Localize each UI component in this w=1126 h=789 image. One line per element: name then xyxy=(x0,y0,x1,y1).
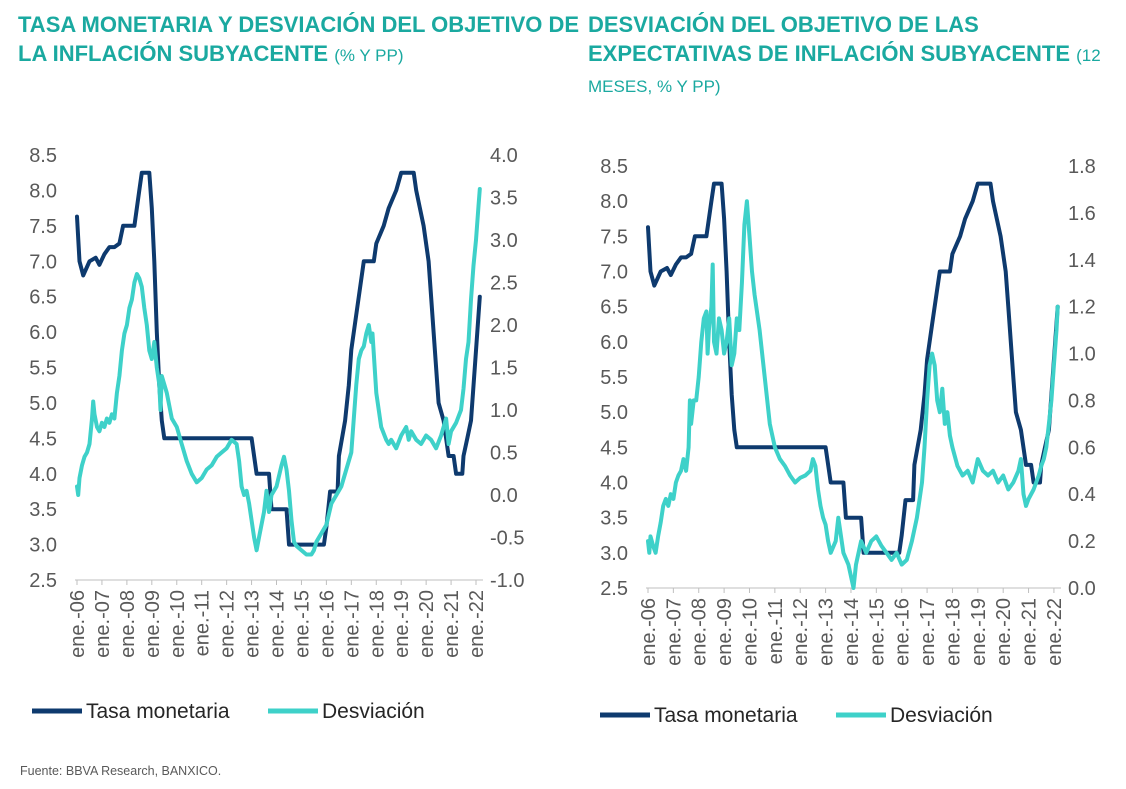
x-tick-label: ene.-16 xyxy=(892,598,914,666)
x-tick-label: ene.-20 xyxy=(993,598,1015,666)
y-left-tick-label: 5.0 xyxy=(600,402,628,424)
x-tick-label: ene.-07 xyxy=(92,590,114,658)
y-left-tick-label: 7.0 xyxy=(600,262,628,284)
chart-title-left: TASA MONETARIA Y DESVIACIÓN DEL OBJETIVO… xyxy=(18,10,588,70)
y-left-tick-label: 3.5 xyxy=(600,508,628,530)
x-tick-label: ene.-15 xyxy=(866,598,888,666)
y-right-tick-label: -1.0 xyxy=(490,570,524,592)
y-left-tick-label: 4.5 xyxy=(600,437,628,459)
x-tick-label: ene.-11 xyxy=(765,598,787,664)
y-left-tick-label: 8.5 xyxy=(600,156,628,178)
series-line-desviacion xyxy=(646,199,1060,590)
y-left-tick-label: 7.5 xyxy=(29,216,57,238)
x-tick-label: ene.-12 xyxy=(217,590,239,658)
y-left-tick-label: 4.0 xyxy=(29,464,57,486)
legend-tasa-monetaria-label: Tasa monetaria xyxy=(654,704,798,727)
x-tick-label: ene.-18 xyxy=(366,590,388,658)
y-right-tick-label: 3.0 xyxy=(490,230,518,252)
y-right-tick-label: 0.0 xyxy=(1068,578,1096,600)
x-tick-label: ene.-09 xyxy=(142,590,164,658)
y-left-tick-label: 6.5 xyxy=(600,297,628,319)
y-right-tick-label: 3.5 xyxy=(490,188,518,210)
y-right-tick-label: 1.4 xyxy=(1068,250,1096,272)
legend-desviacion-label: Desviación xyxy=(890,704,993,727)
x-tick-label: ene.-21 xyxy=(1019,598,1041,666)
y-right-tick-label: 0.2 xyxy=(1068,531,1096,553)
y-right-tick-label: 4.0 xyxy=(490,145,518,167)
x-tick-label: ene.-15 xyxy=(291,590,313,658)
x-tick-label: ene.-13 xyxy=(242,590,264,658)
x-tick-label: ene.-22 xyxy=(466,590,488,658)
x-tick-label: ene.-20 xyxy=(416,590,438,658)
legend-desviacion-label: Desviación xyxy=(322,700,425,723)
chart-title-right: DESVIACIÓN DEL OBJETIVO DE LAS EXPECTATI… xyxy=(588,10,1118,101)
x-tick-label: ene.-08 xyxy=(689,598,711,666)
x-tick-label: ene.-19 xyxy=(391,590,413,658)
y-right-tick-label: -0.5 xyxy=(490,528,524,550)
x-tick-label: ene.-16 xyxy=(316,590,338,658)
y-left-tick-label: 5.0 xyxy=(29,393,57,415)
y-left-tick-label: 4.5 xyxy=(29,428,57,450)
y-left-tick-label: 4.0 xyxy=(600,473,628,495)
y-right-tick-label: 1.0 xyxy=(490,400,518,422)
x-tick-label: ene.-10 xyxy=(739,598,761,666)
y-left-tick-label: 6.0 xyxy=(29,322,57,344)
y-left-tick-label: 2.5 xyxy=(29,570,57,592)
x-tick-label: ene.-14 xyxy=(841,598,863,666)
y-right-tick-label: 1.0 xyxy=(1068,344,1096,366)
y-right-tick-label: 0.4 xyxy=(1068,484,1096,506)
y-left-tick-label: 8.0 xyxy=(29,180,57,202)
y-left-tick-label: 6.5 xyxy=(29,287,57,309)
y-right-tick-label: 1.2 xyxy=(1068,297,1096,319)
x-tick-label: ene.-08 xyxy=(117,590,139,658)
x-tick-label: ene.-22 xyxy=(1044,598,1066,666)
x-tick-label: ene.-18 xyxy=(942,598,964,666)
y-right-tick-label: 1.6 xyxy=(1068,203,1096,225)
y-left-tick-label: 5.5 xyxy=(29,358,57,380)
y-right-tick-label: 0.5 xyxy=(490,443,518,465)
y-left-tick-label: 3.0 xyxy=(29,535,57,557)
x-tick-label: ene.-17 xyxy=(917,598,939,666)
chart-subtitle-left: (% Y PP) xyxy=(334,46,404,65)
y-left-tick-label: 2.5 xyxy=(600,578,628,600)
y-right-tick-label: 2.5 xyxy=(490,273,518,295)
y-left-tick-label: 8.5 xyxy=(29,145,57,167)
legend-tasa-monetaria-label: Tasa monetaria xyxy=(86,700,230,723)
x-tick-label: ene.-14 xyxy=(267,590,289,658)
y-left-tick-label: 3.5 xyxy=(29,499,57,521)
x-tick-label: ene.-07 xyxy=(663,598,685,666)
y-right-tick-label: 0.6 xyxy=(1068,437,1096,459)
y-left-tick-label: 6.0 xyxy=(600,332,628,354)
y-right-tick-label: 1.5 xyxy=(490,358,518,380)
y-right-tick-label: 2.0 xyxy=(490,315,518,337)
y-left-tick-label: 7.0 xyxy=(29,251,57,273)
x-tick-label: ene.-21 xyxy=(441,590,463,658)
x-tick-label: ene.-17 xyxy=(341,590,363,658)
chart-title-left-main: TASA MONETARIA Y DESVIACIÓN DEL OBJETIVO… xyxy=(18,12,580,66)
chart-subtitle-right: (12 MESES, % Y PP) xyxy=(588,46,1101,96)
y-left-tick-label: 7.5 xyxy=(600,226,628,248)
y-left-tick-label: 5.5 xyxy=(600,367,628,389)
chart-title-right-main: DESVIACIÓN DEL OBJETIVO DE LAS EXPECTATI… xyxy=(588,12,1071,66)
x-tick-label: ene.-10 xyxy=(167,590,189,658)
series-line-desviacion xyxy=(75,187,482,557)
x-tick-label: ene.-19 xyxy=(968,598,990,666)
x-tick-label: ene.-12 xyxy=(790,598,812,666)
series-line-tasa-monetaria xyxy=(75,170,482,547)
y-left-tick-label: 3.0 xyxy=(600,543,628,565)
y-right-tick-label: 0.0 xyxy=(490,485,518,507)
source-note: Fuente: BBVA Research, BANXICO. xyxy=(20,764,222,778)
x-tick-label: ene.-06 xyxy=(638,598,660,666)
x-tick-label: ene.-13 xyxy=(816,598,838,666)
y-right-tick-label: 1.8 xyxy=(1068,156,1096,178)
y-left-tick-label: 8.0 xyxy=(600,191,628,213)
x-tick-label: ene.-06 xyxy=(67,590,89,658)
x-tick-label: ene.-09 xyxy=(714,598,736,666)
y-right-tick-label: 0.8 xyxy=(1068,390,1096,412)
series-line-tasa-monetaria xyxy=(646,181,1060,555)
x-tick-label: ene.-11 xyxy=(192,590,214,656)
